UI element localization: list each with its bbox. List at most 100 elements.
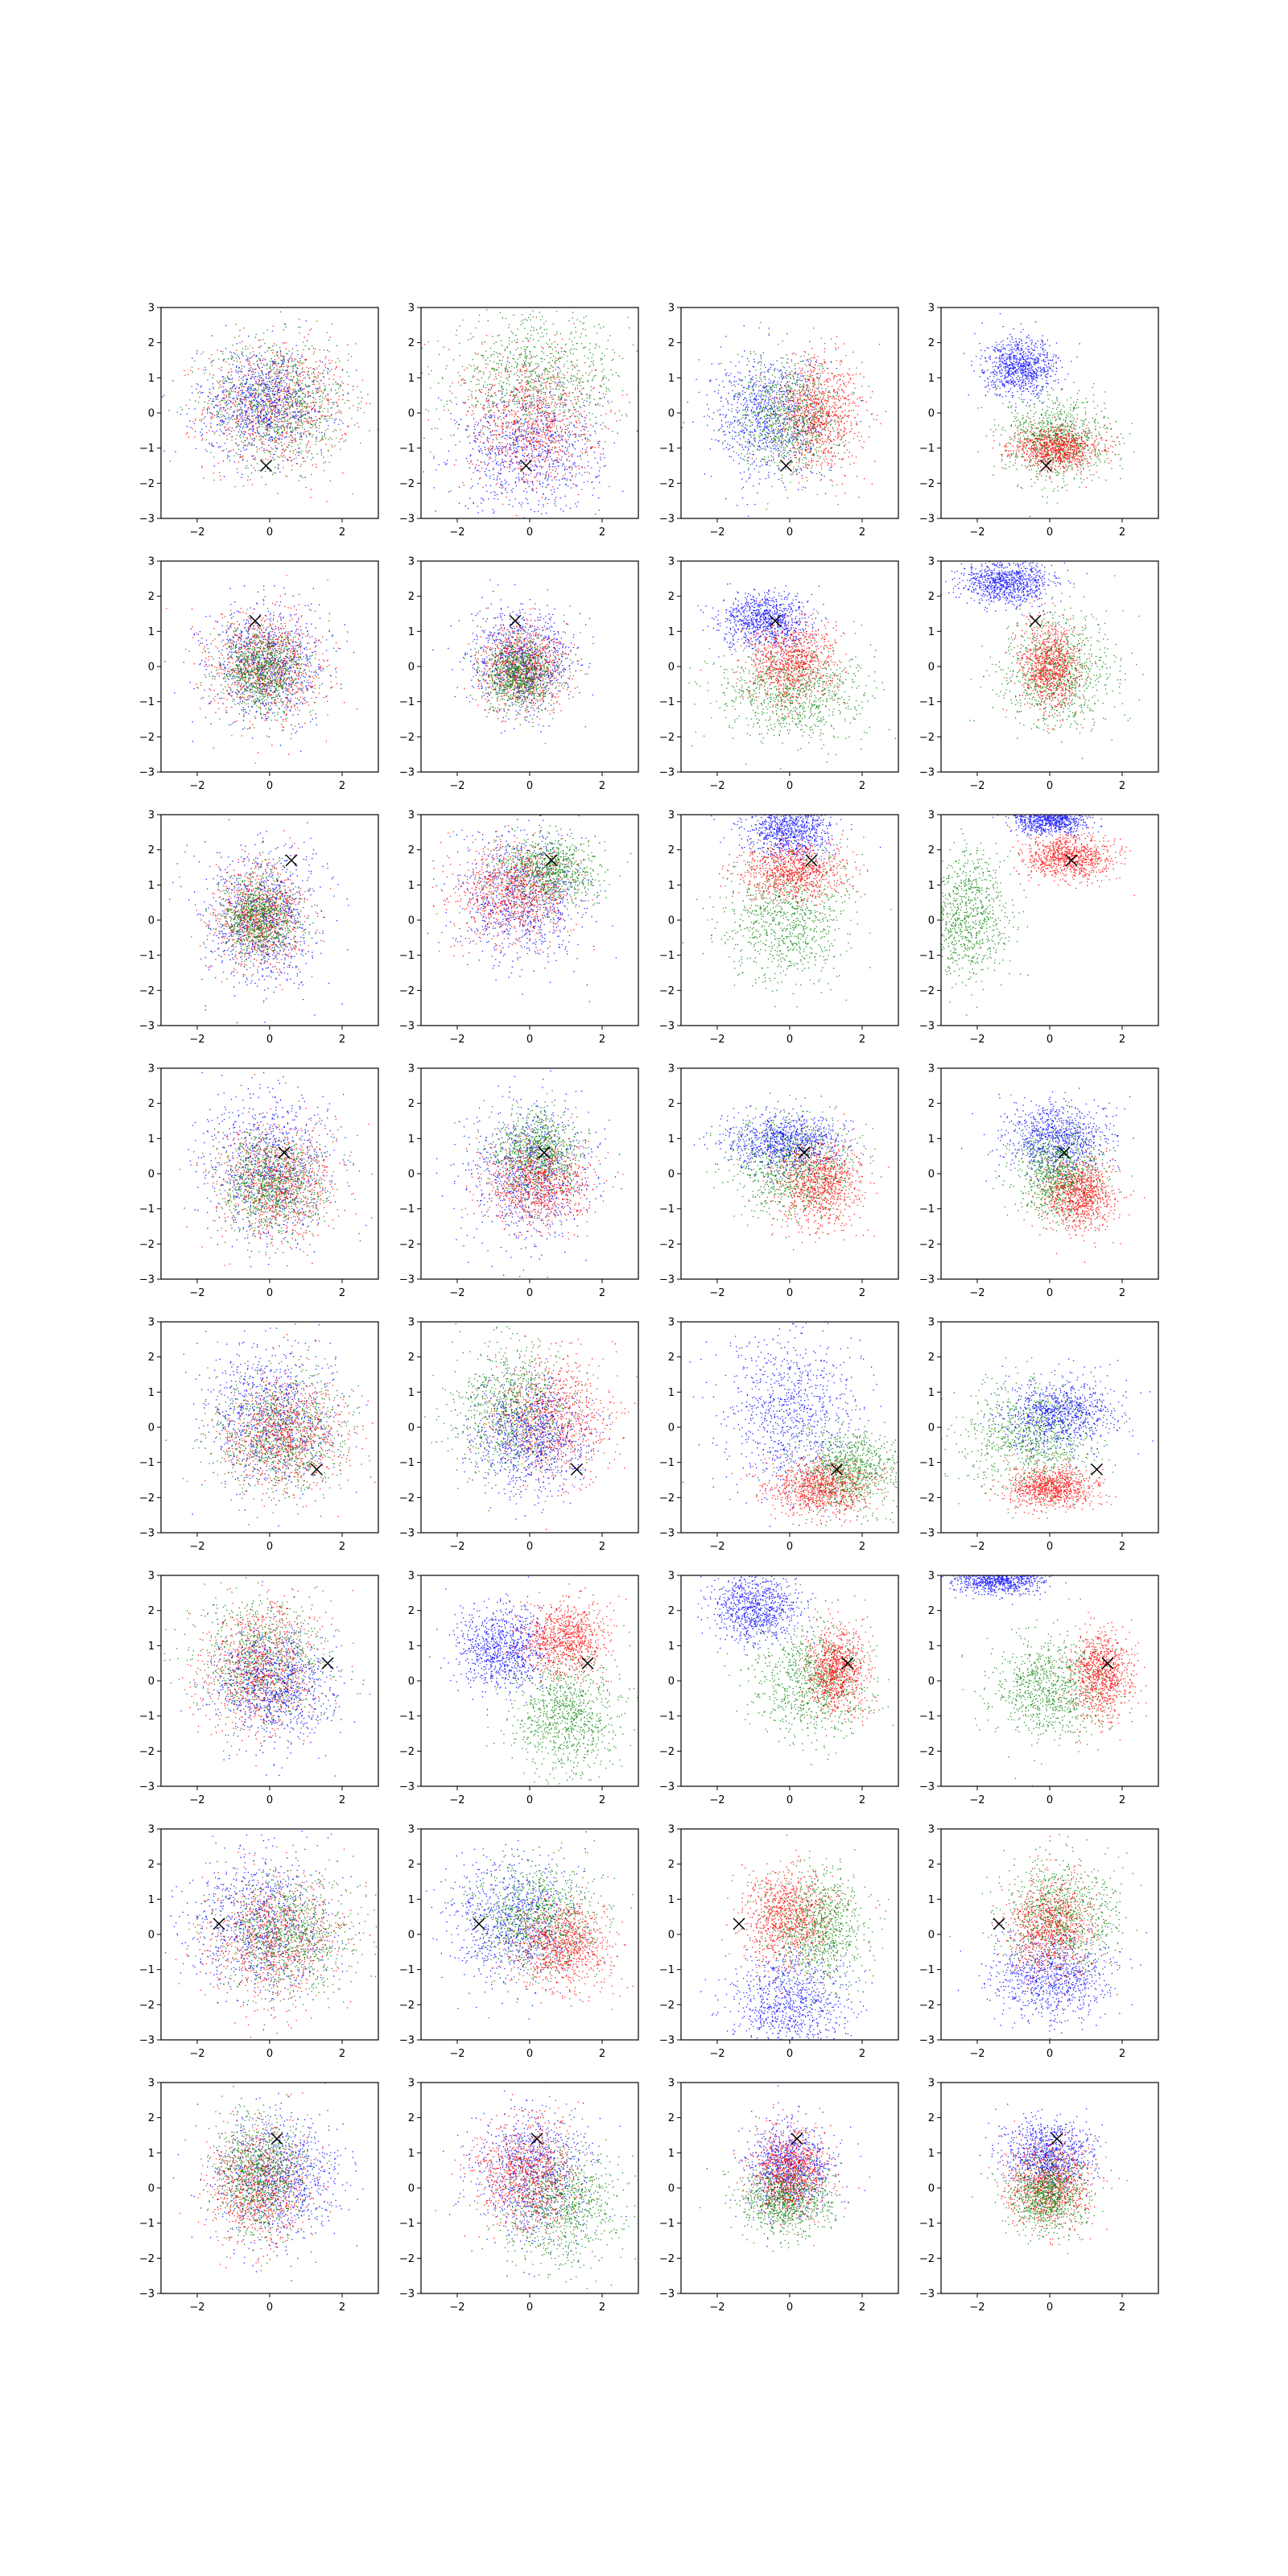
x-tick-label: 0 bbox=[786, 1287, 793, 1299]
y-tick-label: −3 bbox=[659, 767, 675, 779]
y-tick-label: 0 bbox=[668, 915, 675, 927]
y-tick-label: −3 bbox=[919, 1781, 935, 1794]
x-tick-label: −2 bbox=[189, 1287, 204, 1299]
y-tick-label: −1 bbox=[919, 1457, 935, 1469]
x-tick-label: 0 bbox=[786, 1794, 793, 1806]
y-tick-label: 0 bbox=[148, 408, 155, 420]
subplot-r6-c4: −2 0 2 −3 −2 −1 0 1 2 3 bbox=[919, 1571, 1159, 1806]
y-tick-label: 0 bbox=[148, 2183, 155, 2195]
y-tick-label: −1 bbox=[139, 1203, 155, 1216]
axes-frame bbox=[160, 814, 379, 1026]
x-marker bbox=[213, 1918, 225, 1930]
y-tick-label: −1 bbox=[659, 950, 675, 962]
series-blue-points bbox=[682, 1322, 883, 1527]
y-tick-label: 0 bbox=[408, 2183, 415, 2195]
series-green-points bbox=[741, 1835, 890, 2008]
x-tick-label: 0 bbox=[1046, 1794, 1053, 1806]
axes-frame bbox=[680, 560, 899, 773]
x-tick-label: 2 bbox=[859, 780, 865, 792]
subplot-r1-c1: −2 0 2 −3 −2 −1 0 1 2 3 bbox=[139, 303, 379, 539]
y-tick-label: 2 bbox=[668, 1098, 675, 1110]
y-tick-label: 1 bbox=[668, 373, 675, 385]
x-tick-label: −2 bbox=[969, 780, 985, 792]
subplot-r7-c3: −2 0 2 −3 −2 −1 0 1 2 3 bbox=[659, 1824, 899, 2060]
y-tick-label: −1 bbox=[139, 950, 155, 962]
y-tick-label: 0 bbox=[408, 1422, 415, 1435]
x-marker bbox=[278, 1146, 291, 1159]
y-tick-label: 2 bbox=[928, 1098, 935, 1110]
y-tick-label: −3 bbox=[919, 2035, 935, 2047]
y-tick-label: 3 bbox=[928, 1063, 935, 1075]
subplot-r6-c3: −2 0 2 −3 −2 −1 0 1 2 3 bbox=[659, 1571, 899, 1806]
series-green-points bbox=[972, 2136, 1104, 2244]
x-tick-label: 2 bbox=[599, 780, 605, 792]
y-tick-label: 2 bbox=[408, 1859, 415, 1871]
x-tick-label: 0 bbox=[786, 526, 793, 539]
series-blue-points bbox=[164, 585, 355, 752]
y-tick-label: 3 bbox=[928, 2078, 935, 2090]
y-tick-label: 1 bbox=[928, 880, 935, 892]
y-tick-label: 2 bbox=[148, 337, 155, 349]
y-tick-label: 0 bbox=[928, 1422, 935, 1435]
x-tick-label: −2 bbox=[189, 2301, 204, 2314]
y-tick-label: 0 bbox=[408, 662, 415, 674]
y-tick-label: −2 bbox=[399, 985, 415, 997]
x-tick-label: −2 bbox=[969, 2301, 985, 2314]
x-tick-label: 2 bbox=[339, 2048, 345, 2060]
y-tick-label: −1 bbox=[139, 443, 155, 455]
subplot-r5-c1: −2 0 2 −3 −2 −1 0 1 2 3 bbox=[139, 1317, 379, 1553]
y-tick-label: −2 bbox=[919, 2253, 935, 2265]
y-tick-label: −2 bbox=[919, 985, 935, 997]
axes-frame bbox=[680, 814, 899, 1026]
y-tick-label: 0 bbox=[928, 2183, 935, 2195]
y-tick-label: 3 bbox=[928, 556, 935, 568]
y-tick-label: −1 bbox=[919, 1964, 935, 1976]
y-tick-label: −3 bbox=[139, 1781, 155, 1794]
y-tick-label: 3 bbox=[408, 810, 415, 822]
y-tick-label: 3 bbox=[668, 303, 675, 315]
y-tick-label: 3 bbox=[668, 1063, 675, 1075]
y-tick-label: 1 bbox=[408, 373, 415, 385]
y-tick-label: −1 bbox=[139, 2218, 155, 2230]
series-blue-points bbox=[960, 1088, 1134, 1191]
series-blue-points bbox=[957, 1908, 1147, 2040]
y-tick-label: −2 bbox=[919, 1239, 935, 1251]
y-tick-label: 3 bbox=[408, 1063, 415, 1075]
series-blue-points bbox=[427, 815, 617, 1002]
series-green-points bbox=[724, 1584, 894, 1765]
subplot-r8-c3: −2 0 2 −3 −2 −1 0 1 2 3 bbox=[659, 2078, 899, 2314]
y-tick-label: 1 bbox=[928, 1133, 935, 1146]
y-tick-label: 2 bbox=[928, 844, 935, 857]
y-tick-label: 2 bbox=[668, 1605, 675, 1617]
x-tick-label: 2 bbox=[1119, 526, 1125, 539]
series-red-points bbox=[990, 1835, 1118, 2010]
y-tick-label: 0 bbox=[148, 1676, 155, 1688]
subplot-r7-c1: −2 0 2 −3 −2 −1 0 1 2 3 bbox=[139, 1824, 379, 2060]
y-tick-label: −3 bbox=[139, 2035, 155, 2047]
x-tick-label: −2 bbox=[969, 1794, 985, 1806]
x-tick-label: −2 bbox=[189, 1794, 204, 1806]
y-tick-label: 0 bbox=[668, 662, 675, 674]
series-green-points bbox=[688, 621, 896, 770]
y-tick-label: −2 bbox=[399, 2000, 415, 2012]
subplot-r4-c3: −2 0 2 −3 −2 −1 0 1 2 3 bbox=[659, 1063, 899, 1299]
subplot-r3-c3: −2 0 2 −3 −2 −1 0 1 2 3 bbox=[659, 810, 899, 1046]
y-tick-label: −3 bbox=[139, 514, 155, 526]
x-tick-label: 0 bbox=[266, 1794, 273, 1806]
axes-frame bbox=[940, 1575, 1159, 1787]
y-tick-label: −3 bbox=[659, 2035, 675, 2047]
series-green-points bbox=[424, 1323, 600, 1512]
x-tick-label: −2 bbox=[449, 2301, 464, 2314]
y-tick-label: 3 bbox=[668, 556, 675, 568]
series-blue-points bbox=[706, 2085, 865, 2248]
y-tick-label: 1 bbox=[668, 1641, 675, 1653]
x-tick-label: 2 bbox=[859, 1287, 865, 1299]
y-tick-label: 1 bbox=[148, 2148, 155, 2160]
y-tick-label: 3 bbox=[148, 303, 155, 315]
y-tick-label: −1 bbox=[919, 2218, 935, 2230]
x-tick-label: 2 bbox=[599, 1541, 605, 1553]
x-tick-label: 2 bbox=[859, 1034, 865, 1046]
axes-frame bbox=[680, 1067, 899, 1280]
series-blue-points bbox=[681, 324, 862, 517]
x-marker bbox=[310, 1463, 324, 1476]
